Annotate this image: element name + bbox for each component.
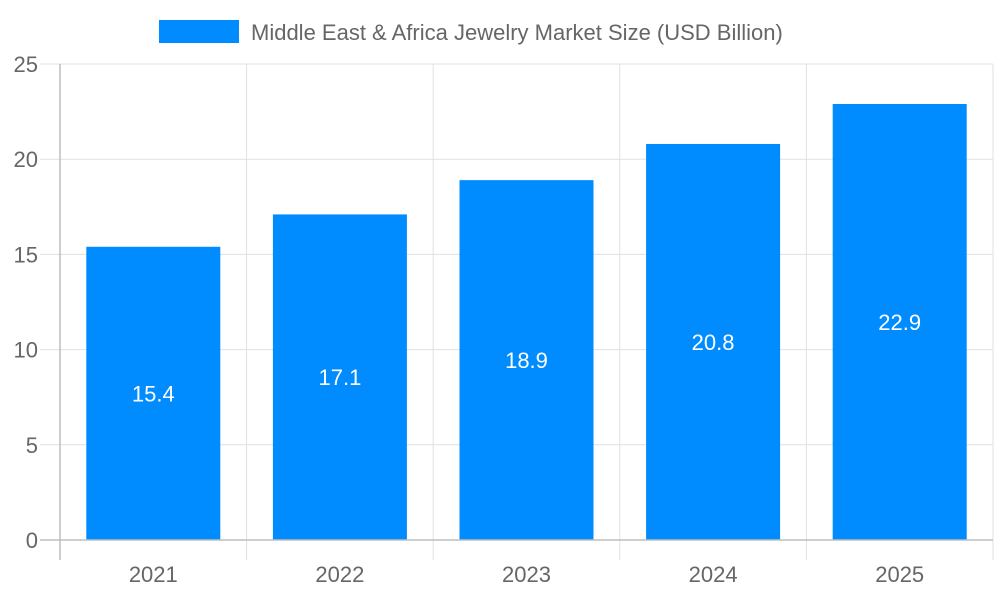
bars: 15.4 17.1 18.9 20.8 22.9 [86,103,967,541]
x-tick-label: 2024 [689,562,738,587]
bar [832,103,967,540]
y-tick-label: 15 [14,242,38,267]
x-tick-label: 2021 [129,562,178,587]
bar [459,180,594,541]
data-label: 15.4 [132,381,175,406]
y-tick-label: 5 [26,433,38,458]
bar [272,214,407,540]
data-label: 17.1 [318,365,361,390]
legend-swatch [159,20,239,43]
y-tick-label: 25 [14,52,38,77]
x-tick-label: 2023 [502,562,551,587]
data-label: 18.9 [505,348,548,373]
x-tick-label: 2025 [875,562,924,587]
bar [86,246,221,540]
legend-label: Middle East & Africa Jewelry Market Size… [251,20,783,45]
x-tick-label: 2022 [315,562,364,587]
legend[interactable]: Middle East & Africa Jewelry Market Size… [159,20,783,45]
y-tick-label: 20 [14,147,38,172]
y-tick-label: 0 [26,528,38,553]
data-label: 22.9 [878,310,921,335]
bar [646,143,781,540]
data-label: 20.8 [692,330,735,355]
y-tick-label: 10 [14,338,38,363]
